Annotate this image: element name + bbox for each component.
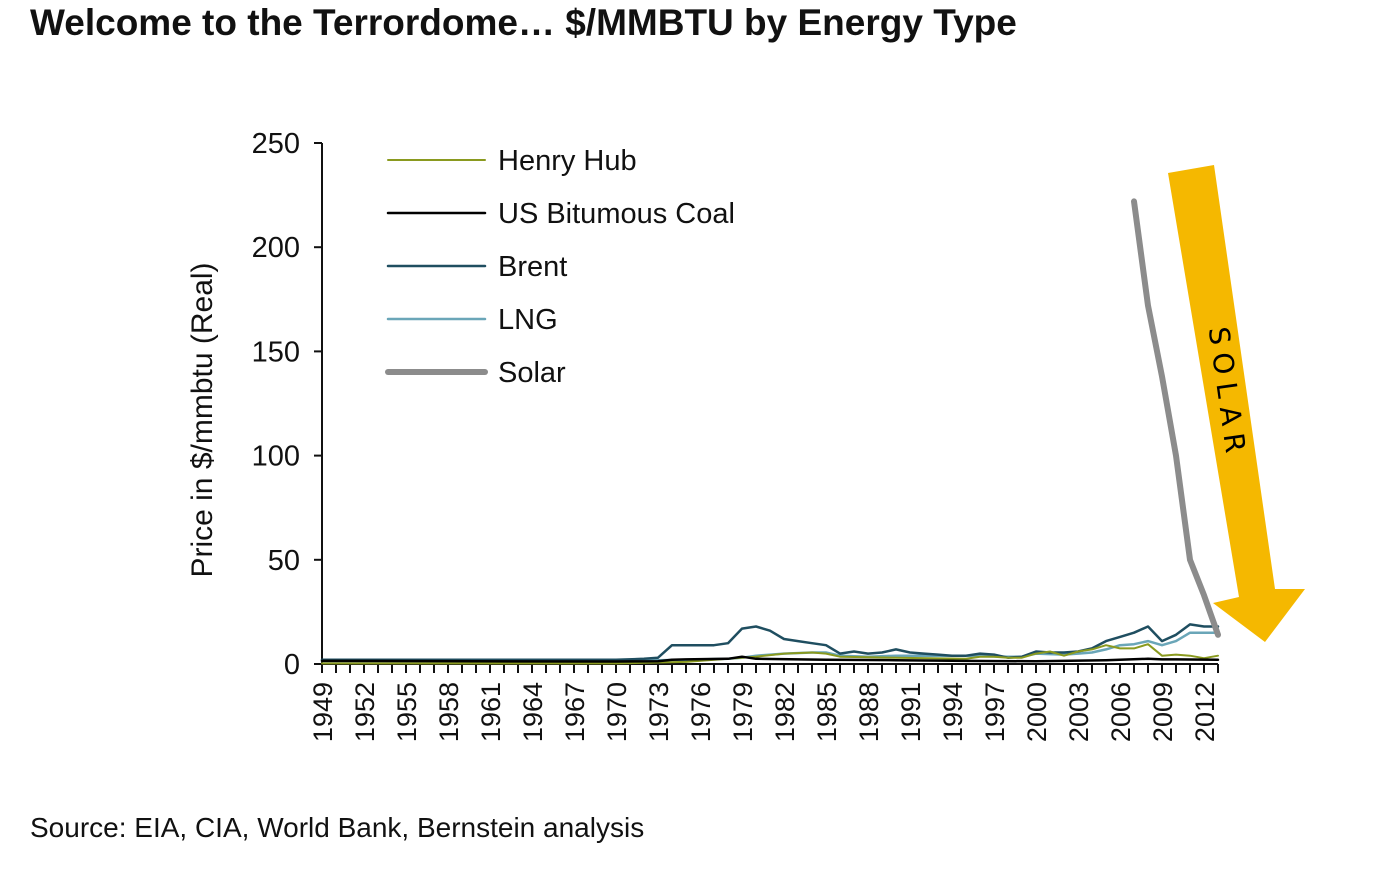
x-tick-label: 1949 xyxy=(308,682,338,742)
y-tick-label: 250 xyxy=(252,128,300,160)
legend-label-us-bitumous-coal: US Bitumous Coal xyxy=(498,198,735,230)
x-tick-label: 1967 xyxy=(560,682,590,742)
y-tick-label: 200 xyxy=(252,232,300,264)
x-tick-label: 1985 xyxy=(812,682,842,742)
x-tick-label: 2006 xyxy=(1106,682,1136,742)
x-tick-label: 1979 xyxy=(728,682,758,742)
x-tick-label: 1988 xyxy=(854,682,884,742)
legend-label-henry-hub: Henry Hub xyxy=(498,145,637,177)
x-tick-label: 1964 xyxy=(518,682,548,742)
arrow-shape xyxy=(1168,165,1305,642)
x-tick-label: 1958 xyxy=(434,682,464,742)
y-tick-label: 0 xyxy=(284,649,300,681)
legend-label-brent: Brent xyxy=(498,251,567,283)
x-tick-label: 1994 xyxy=(938,682,968,742)
x-tick-label: 1982 xyxy=(770,682,800,742)
plot-series xyxy=(320,198,1221,665)
x-tick-label: 1952 xyxy=(350,682,380,742)
y-tick-label: 150 xyxy=(252,336,300,368)
x-tick-label: 1976 xyxy=(686,682,716,742)
x-tick-label: 1973 xyxy=(644,682,674,742)
y-tick-label: 100 xyxy=(252,441,300,473)
x-tick-label: 2009 xyxy=(1148,682,1178,742)
y-axis-label: Price in $/mmbtu (Real) xyxy=(186,262,219,577)
legend-label-lng: LNG xyxy=(498,304,558,336)
legend-label-solar: Solar xyxy=(498,357,566,389)
chart-title: Welcome to the Terrordome… $/MMBTU by En… xyxy=(30,2,1017,43)
x-tick-label: 1961 xyxy=(476,682,506,742)
y-tick-label: 50 xyxy=(268,545,300,577)
solar-arrow-annotation: SOLAR xyxy=(1168,165,1305,642)
x-tick-label: 1991 xyxy=(896,682,926,742)
legend: Henry Hub US Bitumous Coal Brent LNG Solar xyxy=(385,145,735,389)
x-tick-label: 1970 xyxy=(602,682,632,742)
x-tick-label: 1997 xyxy=(980,682,1010,742)
source-note: Source: EIA, CIA, World Bank, Bernstein … xyxy=(30,812,645,843)
series-line-lng xyxy=(320,631,1220,663)
plot-axes: 0 50 100 150 200 250 1949 1952 1955 1958 1961 1964 1… xyxy=(252,128,1220,742)
x-tick-label: 2012 xyxy=(1190,682,1220,742)
x-tick-label: 2000 xyxy=(1022,682,1052,742)
x-tick-label: 1955 xyxy=(392,682,422,742)
x-tick-label: 2003 xyxy=(1064,682,1094,742)
